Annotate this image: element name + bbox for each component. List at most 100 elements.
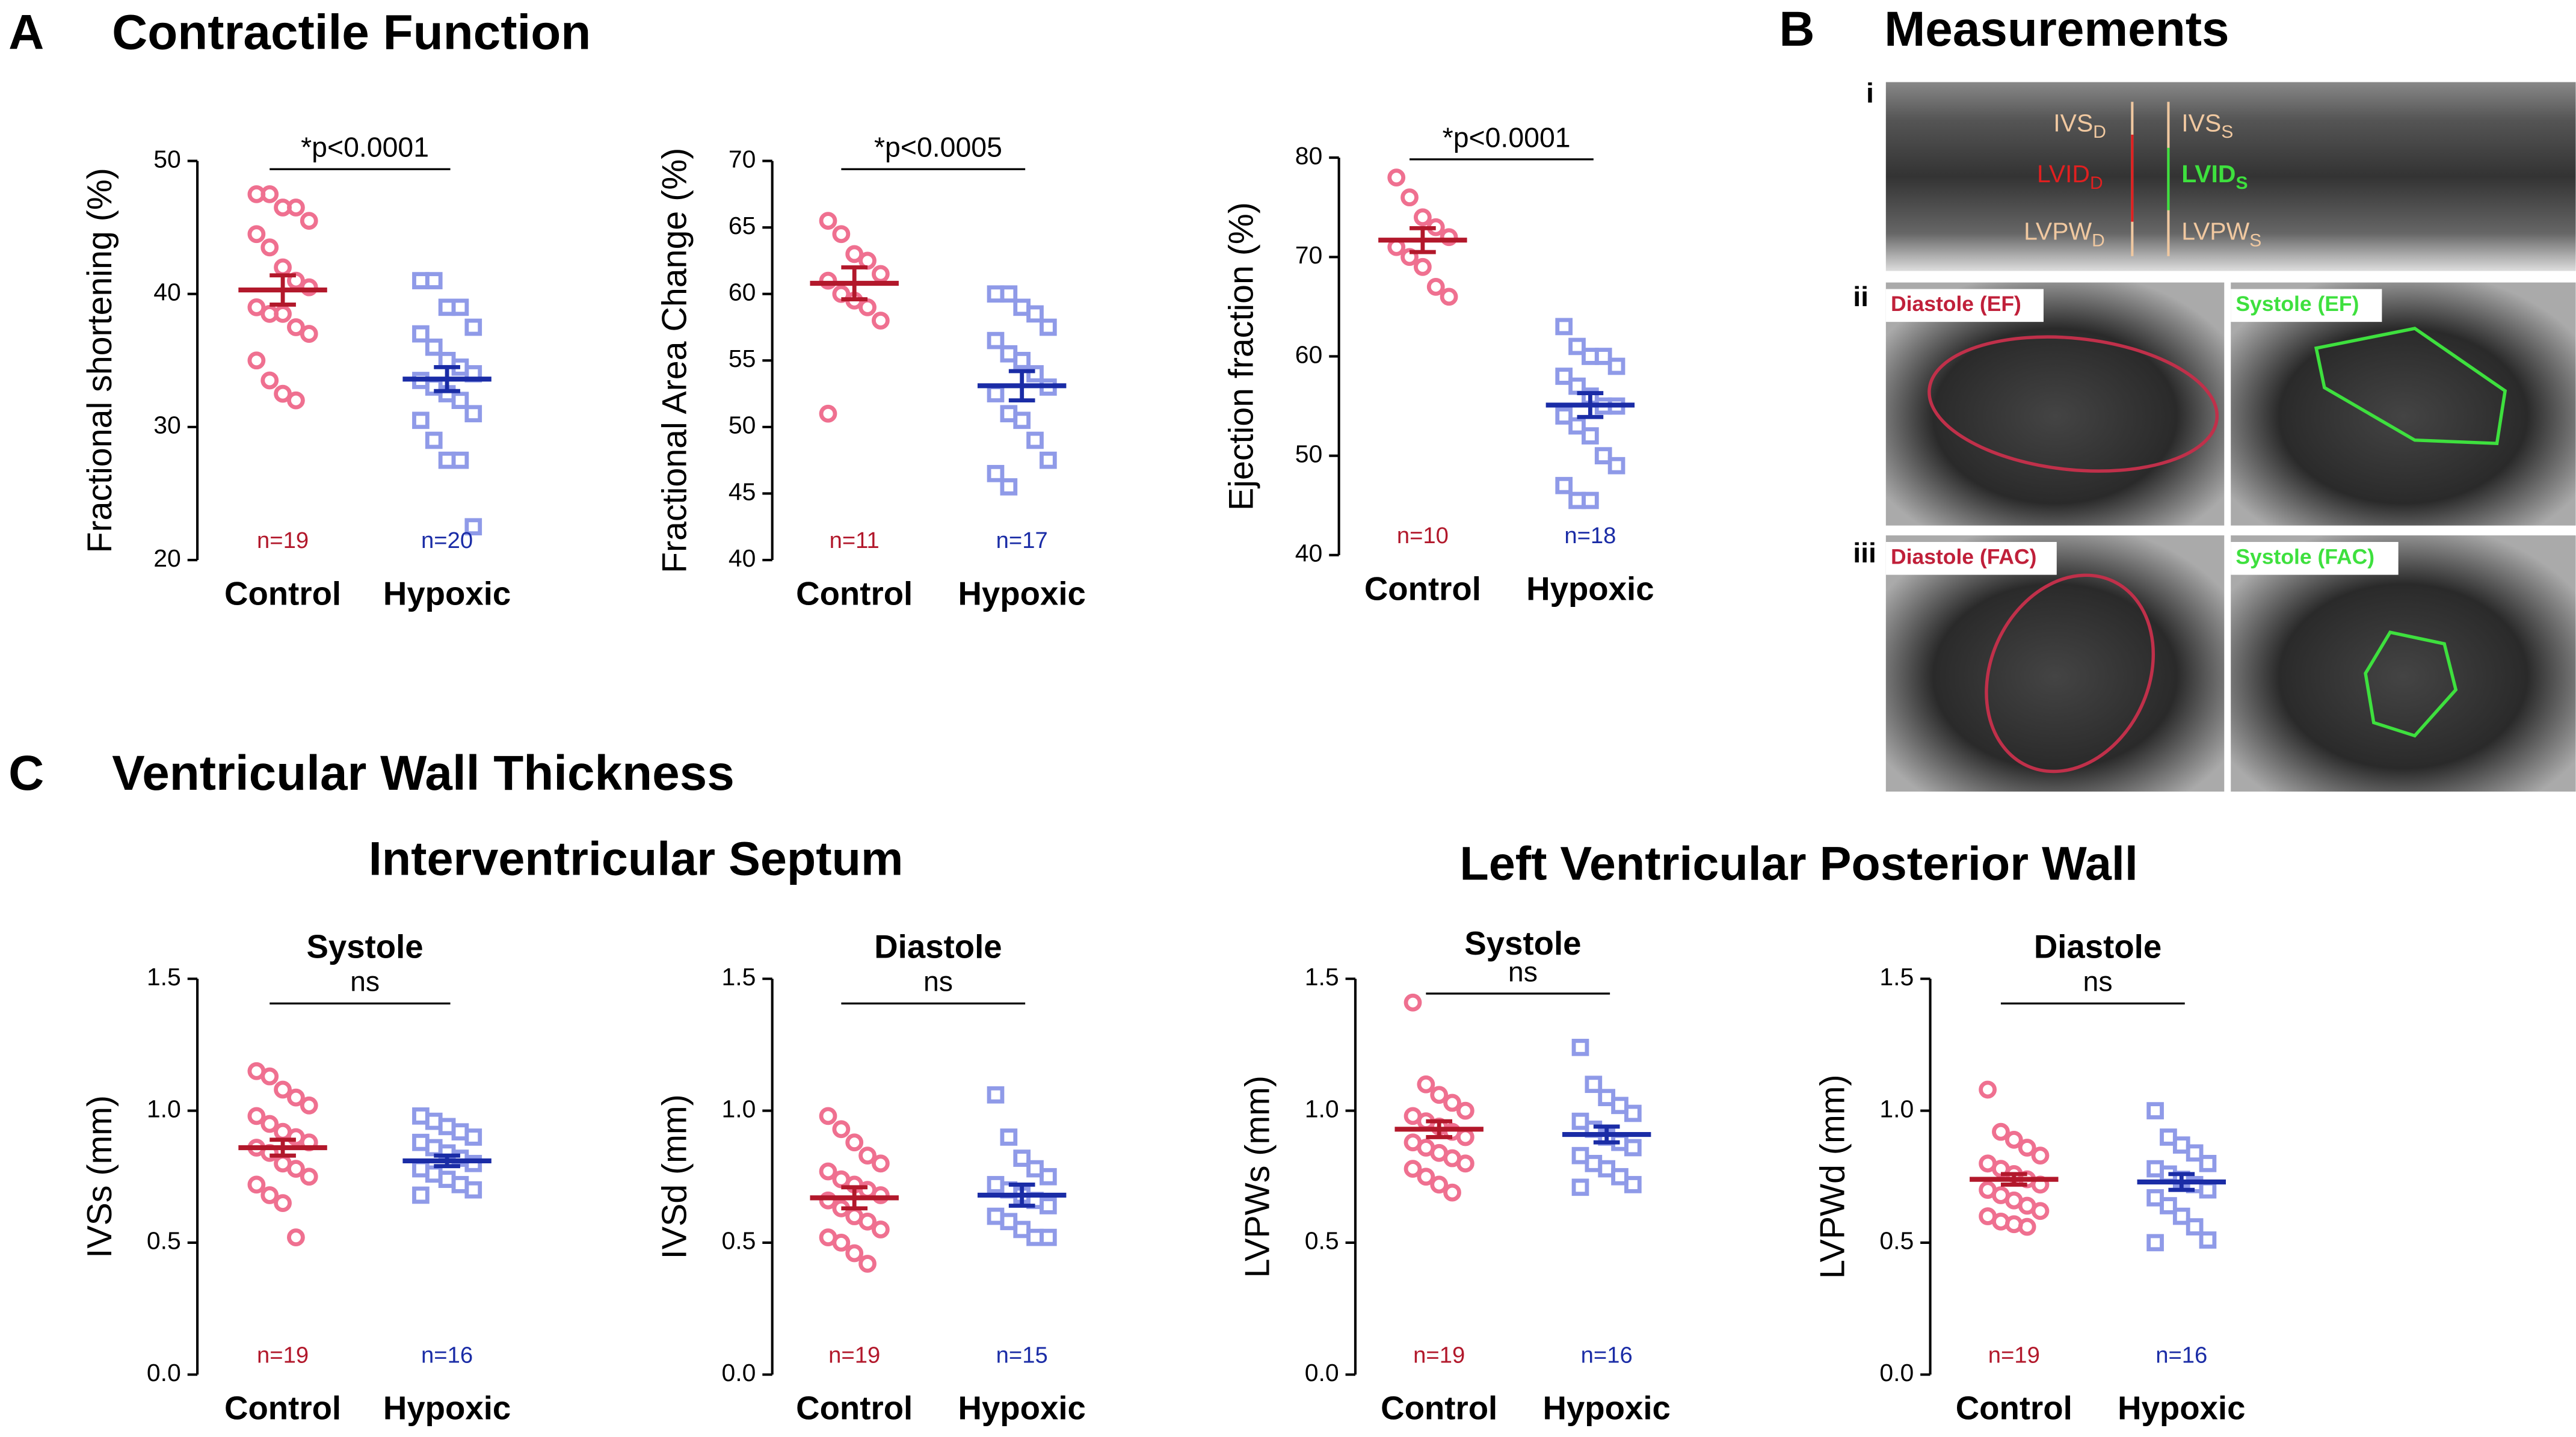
y-tick-label: 1.0: [721, 1095, 756, 1122]
data-point: [260, 1186, 279, 1204]
data-point: [1582, 491, 1599, 509]
subscript: D: [2092, 230, 2105, 250]
data-point: [1013, 411, 1031, 429]
label: LVPW: [2181, 218, 2249, 245]
data-point: [1443, 1183, 1461, 1202]
data-point: [858, 1212, 877, 1231]
y-tick-label: 0.0: [147, 1359, 181, 1386]
data-point: [247, 1107, 266, 1125]
data-point: [287, 391, 305, 410]
data-point: [2186, 1144, 2204, 1162]
data-point: [287, 1088, 305, 1107]
label: LVPW: [2024, 218, 2092, 245]
data-point: [1000, 478, 1018, 496]
data-point: [1000, 1128, 1018, 1146]
x-tick-label: Control: [224, 576, 341, 612]
y-axis-label: Ejection fraction (%): [1222, 202, 1260, 511]
data-point: [247, 298, 266, 316]
data-point: [451, 392, 469, 409]
chart-title: Systole: [306, 929, 423, 965]
panel-title: Contractile Function: [112, 5, 591, 60]
data-point: [1414, 257, 1432, 276]
panel-letter: B: [1779, 2, 1814, 57]
subscript: S: [2236, 173, 2248, 193]
data-point: [872, 265, 890, 283]
data-point: [274, 305, 292, 323]
error-bar: [841, 265, 868, 301]
y-axis-label: Fractional shortening (%): [81, 168, 119, 553]
data-point: [1040, 1197, 1057, 1214]
data-point: [451, 298, 469, 316]
y-axis-label: IVSs (mm): [81, 1095, 119, 1258]
x-tick-label: Control: [224, 1390, 341, 1427]
label: IVS: [2181, 109, 2221, 137]
panel-title: Measurements: [1884, 2, 2229, 57]
data-point: [1026, 365, 1044, 383]
y-tick-label: 30: [153, 411, 181, 439]
data-point: [2199, 1181, 2217, 1199]
n-label: n=18: [1564, 523, 1616, 549]
data-point: [260, 1067, 279, 1086]
data-point: [287, 1160, 305, 1178]
data-point: [1026, 305, 1044, 323]
data-point: [2031, 1202, 2050, 1220]
trace: [1927, 335, 2219, 473]
data-point: [832, 1234, 851, 1252]
x-tick-label: Control: [796, 1390, 913, 1427]
annotation: ns: [2083, 966, 2113, 997]
error-bar: [1593, 1124, 1620, 1145]
trace: [2314, 327, 2507, 446]
x-tick-label: Hypoxic: [2118, 1390, 2245, 1427]
data-point: [1040, 318, 1057, 336]
data-point: [1426, 277, 1445, 296]
data-point: [858, 298, 877, 316]
data-point: [2018, 1217, 2036, 1236]
data-point: [858, 1255, 877, 1273]
roman-label: ii: [1853, 281, 1869, 312]
data-point: [1594, 447, 1612, 464]
image-label: Systole (FAC): [2236, 545, 2374, 569]
y-axis-label: Fractional Area Change (%): [655, 148, 694, 573]
data-point: [987, 385, 1005, 402]
data-point: [287, 1228, 305, 1247]
label: LVID: [2181, 160, 2236, 188]
data-point: [1992, 1122, 2010, 1141]
data-point: [1555, 318, 1573, 336]
data-point: [412, 411, 430, 429]
m-mode-label: LVIDS: [2181, 160, 2248, 193]
trace: [2364, 630, 2458, 738]
data-point: [464, 318, 482, 336]
data-point: [1585, 1075, 1603, 1094]
n-label: n=10: [1397, 523, 1449, 549]
data-point: [1456, 1154, 1474, 1173]
data-point: [464, 1181, 482, 1199]
y-axis-label: LVPWs (mm): [1239, 1075, 1277, 1278]
y-tick-label: 1.5: [1879, 963, 1914, 991]
data-point: [1555, 476, 1573, 494]
n-label: n=19: [828, 1342, 880, 1368]
n-label: n=17: [996, 528, 1048, 553]
y-tick-label: 0.5: [147, 1227, 181, 1255]
n-label: n=19: [257, 528, 309, 553]
error-bar: [1577, 391, 1604, 419]
echo-image: [1885, 282, 2225, 526]
x-tick-label: Hypoxic: [958, 1390, 1085, 1427]
data-point: [300, 212, 318, 230]
y-tick-label: 65: [729, 212, 756, 239]
data-point: [425, 338, 443, 356]
image-label: Diastole (FAC): [1891, 545, 2037, 569]
data-point: [1571, 1038, 1589, 1056]
y-tick-label: 80: [1295, 142, 1323, 170]
y-axis-label: IVSd (mm): [655, 1094, 694, 1259]
data-point: [412, 325, 430, 343]
data-point: [2160, 1197, 2177, 1214]
data-point: [1440, 228, 1458, 247]
x-tick-label: Hypoxic: [1542, 1390, 1670, 1427]
data-point: [1443, 1094, 1461, 1112]
data-point: [1013, 351, 1031, 369]
data-point: [1040, 1168, 1057, 1186]
n-label: n=19: [1988, 1342, 2040, 1368]
annotation: *p<0.0001: [301, 132, 429, 163]
data-point: [1568, 337, 1586, 355]
data-point: [987, 1086, 1005, 1104]
